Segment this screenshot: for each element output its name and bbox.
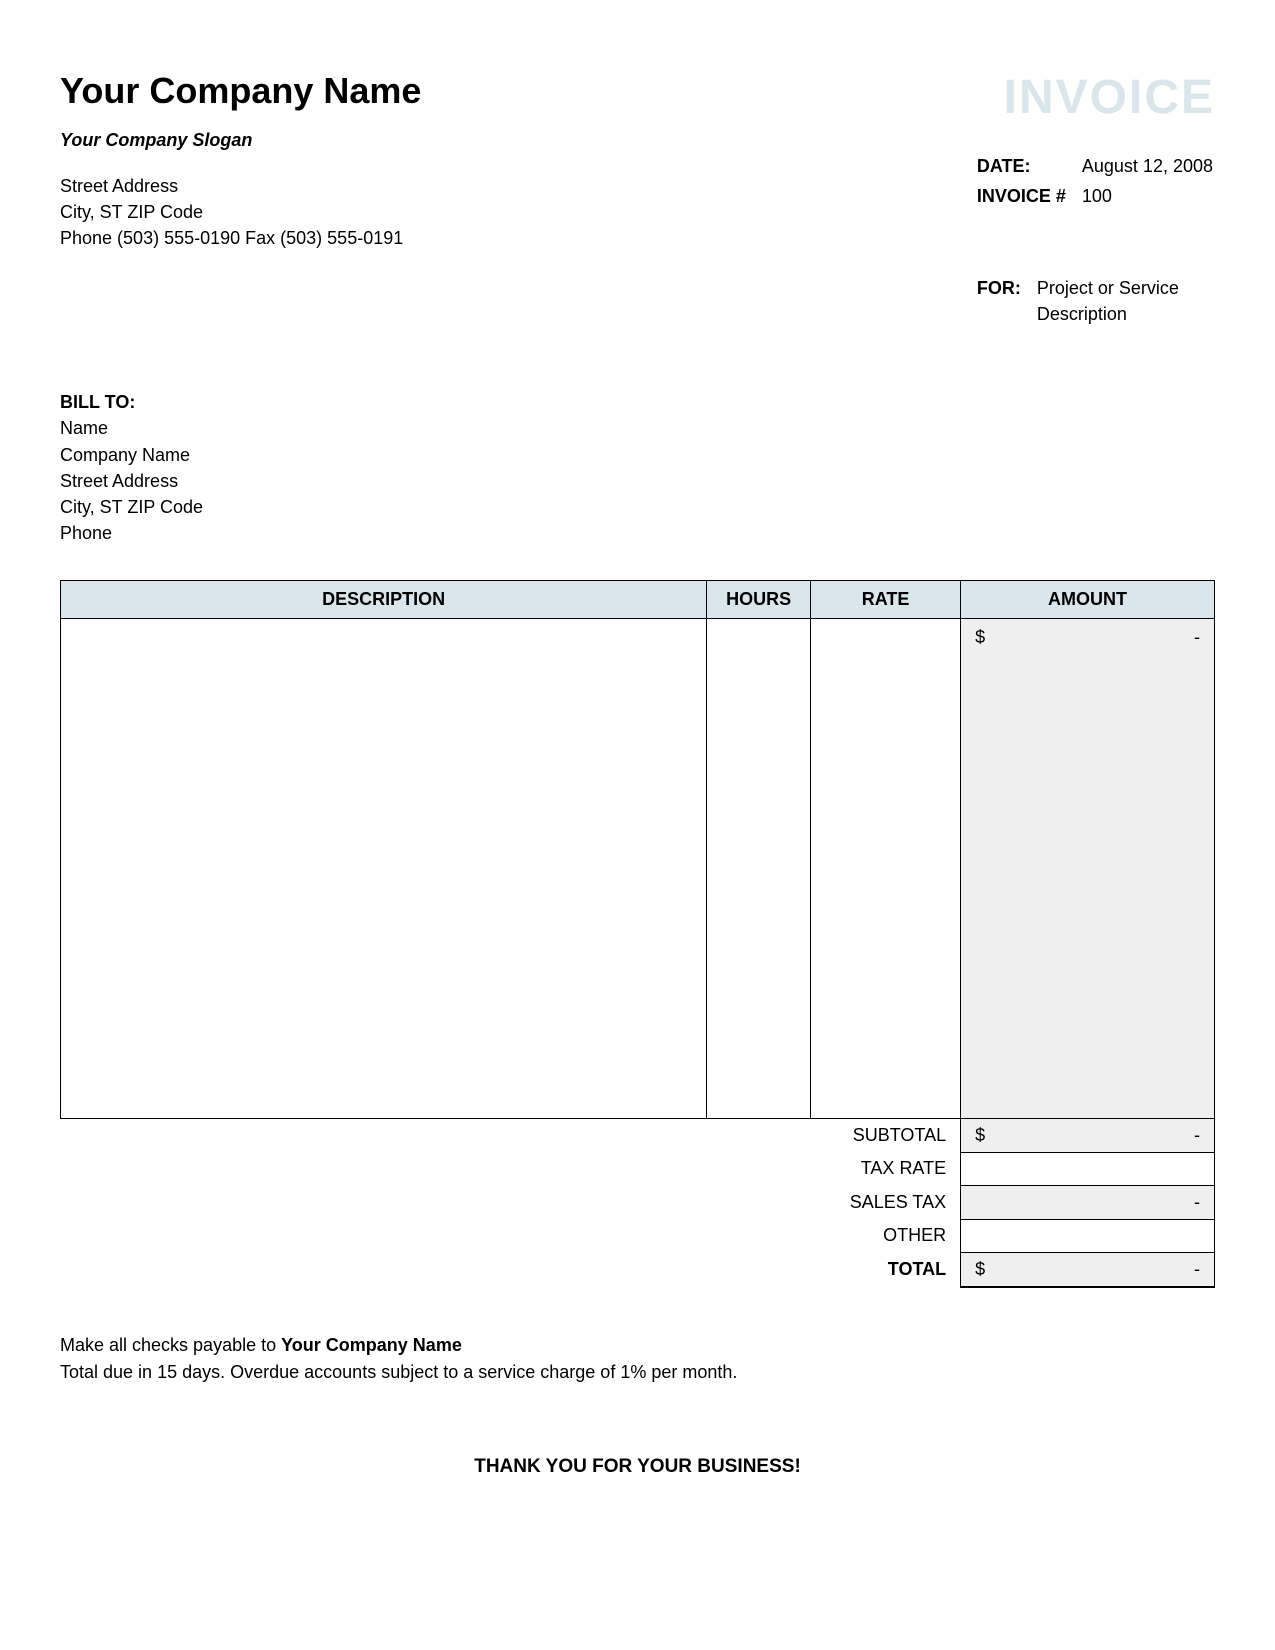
invoice-number-value: 100: [1082, 183, 1213, 211]
subtotal-value: -: [1194, 1125, 1200, 1146]
payment-line1-bold: Your Company Name: [281, 1335, 462, 1355]
sales-tax-value-cell: -: [961, 1185, 1215, 1219]
table-header-row: DESCRIPTION HOURS RATE AMOUNT: [61, 580, 1215, 618]
date-value: August 12, 2008: [1082, 153, 1213, 181]
sales-tax-value: -: [975, 1192, 1200, 1213]
payment-line1-prefix: Make all checks payable to: [60, 1335, 281, 1355]
for-label: FOR:: [977, 275, 1035, 329]
company-slogan: Your Company Slogan: [60, 130, 421, 151]
subtotal-value-cell: $ -: [961, 1118, 1215, 1152]
bill-to-phone: Phone: [60, 520, 1215, 546]
tax-rate-label: TAX RATE: [61, 1152, 961, 1185]
sales-tax-row: SALES TAX -: [61, 1185, 1215, 1219]
bill-to-name: Name: [60, 415, 1215, 441]
bill-to-city: City, ST ZIP Code: [60, 494, 1215, 520]
col-hours: HOURS: [707, 580, 811, 618]
invoice-title: INVOICE: [1004, 70, 1215, 125]
tax-rate-row: TAX RATE: [61, 1152, 1215, 1185]
sales-tax-label: SALES TAX: [61, 1185, 961, 1219]
bill-to-block: BILL TO: Name Company Name Street Addres…: [60, 389, 1215, 546]
bill-to-street: Street Address: [60, 468, 1215, 494]
company-street: Street Address: [60, 173, 403, 199]
invoice-meta: DATE: August 12, 2008 INVOICE # 100 FOR:…: [975, 151, 1215, 331]
for-value-line2: Description: [1037, 301, 1179, 327]
amount-value: -: [1194, 627, 1200, 648]
cell-description: [61, 618, 707, 1118]
invoice-number-label: INVOICE #: [977, 183, 1080, 211]
for-value-line1: Project or Service: [1037, 275, 1179, 301]
cell-rate: [811, 618, 961, 1118]
total-label: TOTAL: [61, 1252, 961, 1287]
company-address: Street Address City, ST ZIP Code Phone (…: [60, 173, 403, 251]
thank-you: THANK YOU FOR YOUR BUSINESS!: [60, 1456, 1215, 1478]
col-amount: AMOUNT: [961, 580, 1215, 618]
date-label: DATE:: [977, 153, 1080, 181]
cell-hours: [707, 618, 811, 1118]
total-currency: $: [975, 1259, 985, 1280]
total-row: TOTAL $ -: [61, 1252, 1215, 1287]
subtotal-label: SUBTOTAL: [61, 1118, 961, 1152]
col-rate: RATE: [811, 580, 961, 618]
bill-to-label: BILL TO:: [60, 389, 1215, 415]
other-value: [961, 1219, 1215, 1252]
company-city: City, ST ZIP Code: [60, 199, 403, 225]
subtotal-row: SUBTOTAL $ -: [61, 1118, 1215, 1152]
other-label: OTHER: [61, 1219, 961, 1252]
company-phone-fax: Phone (503) 555-0190 Fax (503) 555-0191: [60, 225, 403, 251]
total-value: -: [1194, 1259, 1200, 1280]
company-name: Your Company Name: [60, 70, 421, 112]
col-description: DESCRIPTION: [61, 580, 707, 618]
payment-line2: Total due in 15 days. Overdue accounts s…: [60, 1359, 1215, 1386]
tax-rate-value: [961, 1152, 1215, 1185]
total-value-cell: $ -: [961, 1252, 1215, 1287]
cell-amount: $ -: [961, 618, 1215, 1118]
invoice-table: DESCRIPTION HOURS RATE AMOUNT $ - SUBTOT…: [60, 580, 1215, 1288]
payment-info: Make all checks payable to Your Company …: [60, 1332, 1215, 1386]
table-row: $ -: [61, 618, 1215, 1118]
bill-to-company: Company Name: [60, 442, 1215, 468]
other-row: OTHER: [61, 1219, 1215, 1252]
amount-currency: $: [975, 627, 985, 648]
subtotal-currency: $: [975, 1125, 985, 1146]
